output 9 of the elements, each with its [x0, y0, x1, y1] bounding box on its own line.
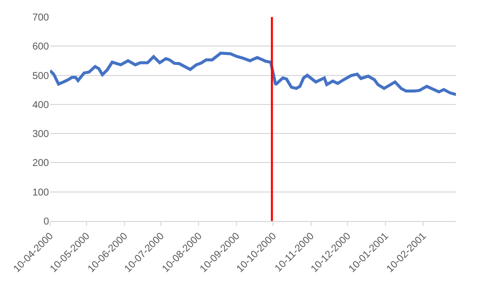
- y-tick-label: 700: [32, 12, 50, 24]
- y-tick-label: 600: [32, 42, 50, 53]
- line-series: [50, 52, 456, 96]
- y-tick-label: 500: [32, 70, 50, 82]
- y-tick-label: 0: [43, 216, 50, 228]
- y-tick-label: 300: [32, 129, 50, 140]
- y-tick-label: 400: [32, 100, 50, 111]
- y-tick-label: 200: [32, 158, 50, 170]
- y-tick-label: 100: [32, 187, 50, 198]
